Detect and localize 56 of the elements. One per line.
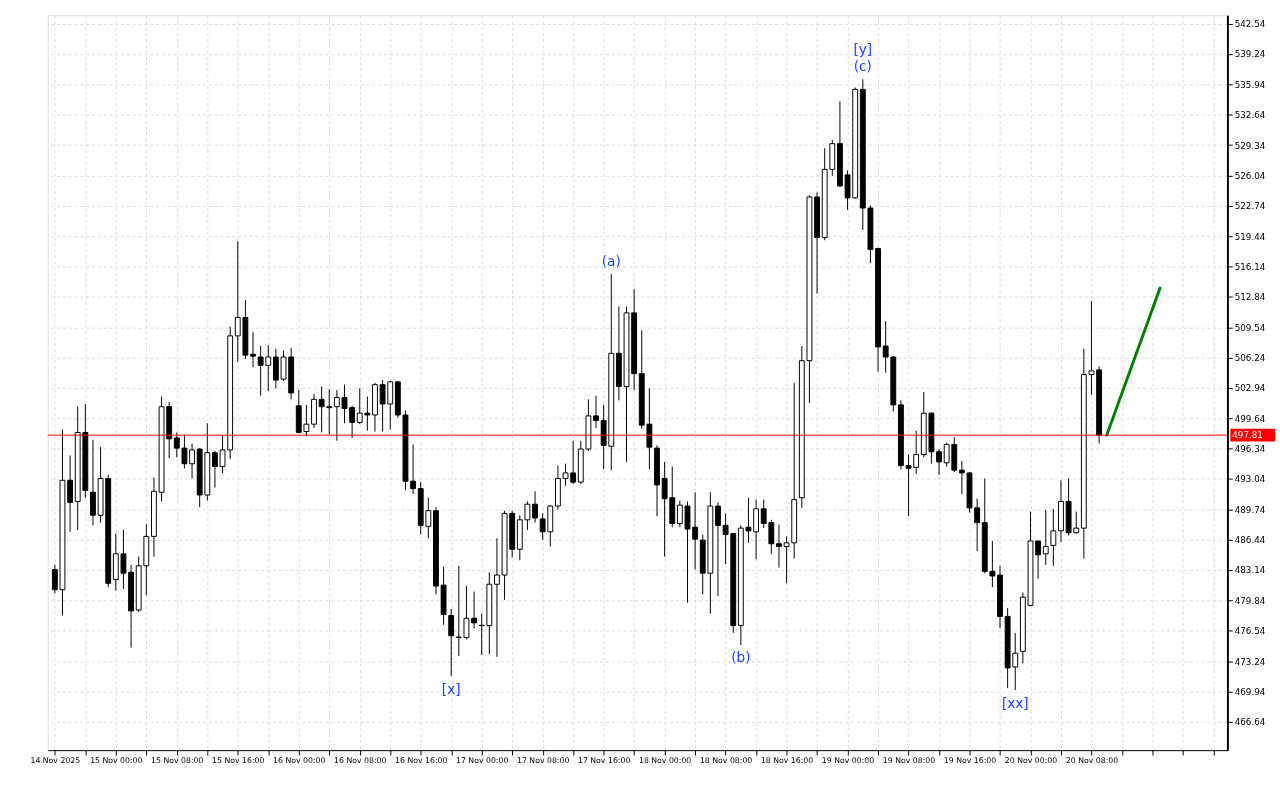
- y-tick-label: 542.54: [1234, 19, 1266, 30]
- candlestick: [448, 608, 455, 677]
- y-tick-label: 473.24: [1234, 656, 1266, 667]
- y-tick-label: 496.34: [1234, 444, 1266, 455]
- candlestick: [936, 448, 942, 476]
- x-tick-label: 18 Nov 08:00: [699, 756, 753, 766]
- annotation: (a): [601, 253, 621, 270]
- y-tick-label: 486.44: [1234, 535, 1266, 546]
- x-tick-label: 15 Nov 00:00: [90, 756, 143, 766]
- y-tick-label: 489.74: [1234, 504, 1266, 515]
- candlestick: [1042, 509, 1049, 566]
- x-tick-label: 17 Nov 08:00: [516, 756, 570, 766]
- annotation: (b): [731, 649, 751, 666]
- x-tick-label: 20 Nov 00:00: [1004, 756, 1058, 766]
- x-tick-label: 19 Nov 00:00: [821, 756, 875, 766]
- y-tick-label: 499.64: [1234, 413, 1266, 424]
- y-tick-label: 539.24: [1234, 49, 1266, 60]
- y-tick-label: 512.84: [1234, 292, 1266, 303]
- x-tick-label: 18 Nov 16:00: [760, 756, 814, 766]
- ref-line-label: 497.81: [1232, 430, 1263, 441]
- x-tick-label: 15 Nov 08:00: [151, 756, 204, 766]
- annotation: [y]: [853, 40, 873, 57]
- x-tick-label: 17 Nov 00:00: [456, 756, 509, 766]
- candlestick: [1050, 508, 1057, 567]
- y-tick-label: 506.24: [1234, 353, 1266, 363]
- x-tick-label: 18 Nov 00:00: [638, 756, 692, 766]
- y-tick-label: 526.04: [1234, 170, 1266, 181]
- annotation: [x]: [441, 680, 461, 697]
- y-tick-label: 469.94: [1234, 686, 1266, 697]
- candlestick: [593, 395, 599, 429]
- annotation: [xx]: [1001, 694, 1029, 711]
- y-tick-label: 529.34: [1234, 140, 1266, 151]
- x-tick-label: 16 Nov 00:00: [273, 756, 326, 766]
- x-tick-label: 17 Nov 16:00: [577, 756, 631, 766]
- y-tick-label: 519.44: [1234, 231, 1266, 242]
- candlestick: [250, 331, 256, 368]
- y-tick-label: 509.54: [1234, 322, 1266, 333]
- x-tick-label: 19 Nov 16:00: [943, 756, 997, 766]
- x-tick-label: 20 Nov 08:00: [1065, 756, 1119, 766]
- y-tick-label: 493.04: [1234, 474, 1266, 485]
- y-tick-label: 466.64: [1234, 717, 1266, 728]
- y-tick-label: 516.14: [1234, 261, 1266, 272]
- y-tick-label: 522.74: [1234, 201, 1266, 212]
- x-tick-label: 15 Nov 16:00: [212, 756, 265, 766]
- x-tick-label: 16 Nov 08:00: [334, 756, 387, 766]
- y-tick-label: 502.94: [1234, 383, 1266, 394]
- x-tick-label: 19 Nov 08:00: [882, 756, 936, 766]
- y-tick-label: 476.54: [1234, 626, 1266, 637]
- y-tick-label: 532.64: [1234, 110, 1266, 121]
- y-tick-label: 479.84: [1234, 595, 1266, 606]
- y-tick-label: 535.94: [1234, 79, 1266, 90]
- annotation: (c): [853, 58, 872, 75]
- y-tick-label: 483.14: [1234, 565, 1266, 576]
- x-tick-label: 14 Nov 2025: [30, 756, 81, 766]
- candlestick: [715, 501, 721, 597]
- x-tick-label: 16 Nov 16:00: [395, 756, 448, 766]
